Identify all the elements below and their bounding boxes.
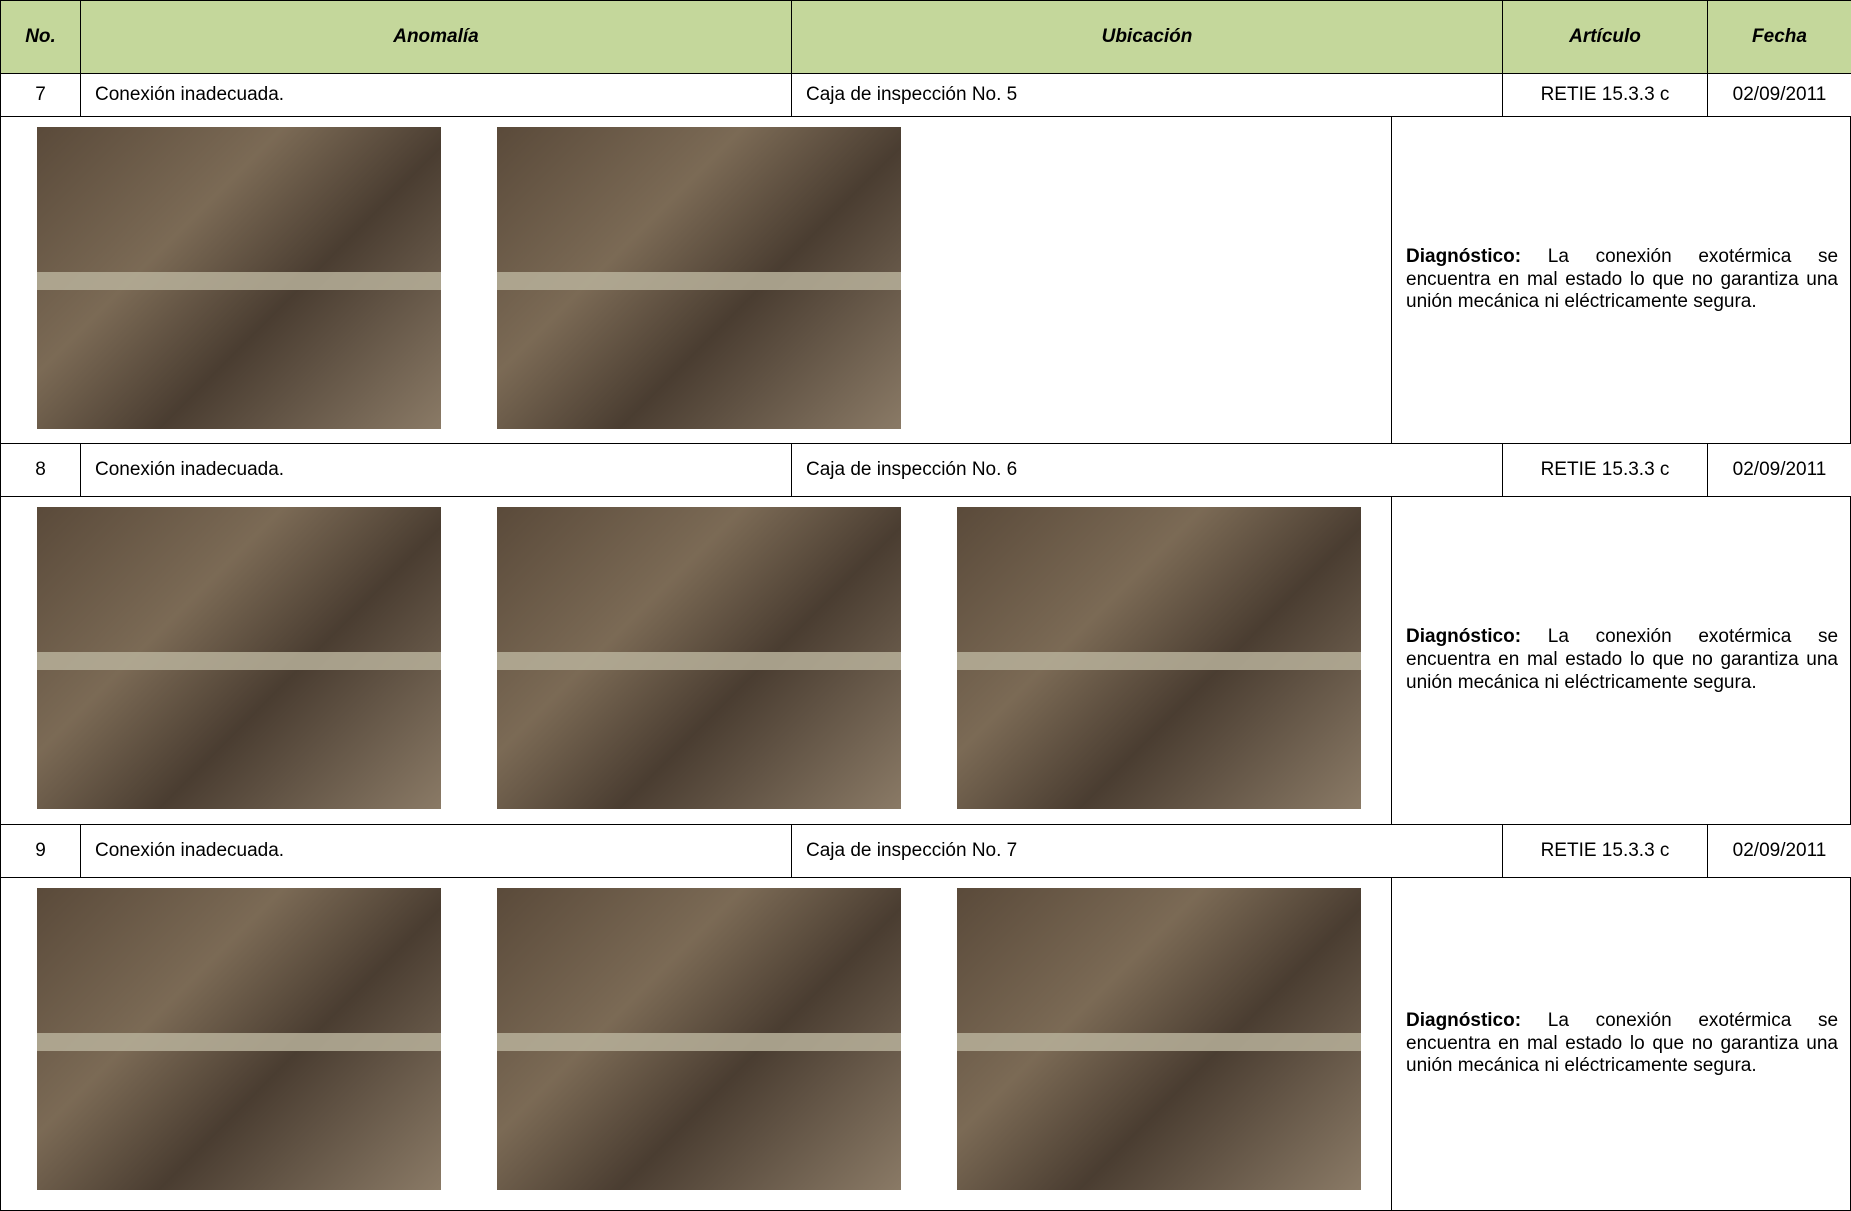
header-cell: No. bbox=[0, 0, 81, 74]
record-fecha: 02/09/2011 bbox=[1707, 73, 1851, 117]
wire bbox=[37, 271, 441, 290]
diagnosis: Diagnóstico: La conexión exotérmica se e… bbox=[1406, 246, 1838, 314]
record-ubicacion: Caja de inspección No. 6 bbox=[791, 443, 1503, 497]
diagnosis: Diagnóstico: La conexión exotérmica se e… bbox=[1406, 1010, 1838, 1078]
photo bbox=[37, 888, 441, 1190]
wire bbox=[497, 1032, 901, 1051]
photo bbox=[497, 127, 901, 429]
record-no: 9 bbox=[0, 824, 81, 878]
photo bbox=[957, 507, 1361, 809]
record-no: 7 bbox=[0, 73, 81, 117]
photo bbox=[497, 507, 901, 809]
wire bbox=[497, 651, 901, 670]
header-cell: Anomalía bbox=[80, 0, 792, 74]
record-articulo: RETIE 15.3.3 c bbox=[1502, 73, 1708, 117]
wire bbox=[957, 1032, 1361, 1051]
wire bbox=[497, 271, 901, 290]
diagnosis-label: Diagnóstico: bbox=[1406, 1009, 1522, 1031]
diagnosis-label: Diagnóstico: bbox=[1406, 245, 1522, 267]
record-no: 8 bbox=[0, 443, 81, 497]
record-anomalia: Conexión inadecuada. bbox=[80, 824, 792, 878]
diagnosis-text: La conexión exotérmica se encuentra en m… bbox=[1406, 1009, 1839, 1077]
record-fecha: 02/09/2011 bbox=[1707, 443, 1851, 497]
record-articulo: RETIE 15.3.3 c bbox=[1502, 443, 1708, 497]
photo bbox=[37, 507, 441, 809]
diagnosis-cell: Diagnóstico: La conexión exotérmica se e… bbox=[1391, 116, 1851, 444]
wire bbox=[957, 651, 1361, 670]
header-cell: Fecha bbox=[1707, 0, 1851, 74]
record-fecha: 02/09/2011 bbox=[1707, 824, 1851, 878]
record-ubicacion: Caja de inspección No. 5 bbox=[791, 73, 1503, 117]
diagnosis: Diagnóstico: La conexión exotérmica se e… bbox=[1406, 626, 1838, 694]
wire bbox=[37, 651, 441, 670]
diagnosis-text: La conexión exotérmica se encuentra en m… bbox=[1406, 626, 1839, 693]
diagnosis-cell: Diagnóstico: La conexión exotérmica se e… bbox=[1391, 877, 1851, 1211]
diagnosis-label: Diagnóstico: bbox=[1406, 626, 1522, 648]
record-ubicacion: Caja de inspección No. 7 bbox=[791, 824, 1503, 878]
header-cell: Ubicación bbox=[791, 0, 1503, 74]
diagnosis-cell: Diagnóstico: La conexión exotérmica se e… bbox=[1391, 496, 1851, 825]
diagnosis-text: La conexión exotérmica se encuentra en m… bbox=[1406, 245, 1839, 313]
photo bbox=[957, 888, 1361, 1190]
record-articulo: RETIE 15.3.3 c bbox=[1502, 824, 1708, 878]
wire bbox=[37, 1032, 441, 1051]
photo bbox=[497, 888, 901, 1190]
header-cell: Artículo bbox=[1502, 0, 1708, 74]
record-anomalia: Conexión inadecuada. bbox=[80, 73, 792, 117]
record-anomalia: Conexión inadecuada. bbox=[80, 443, 792, 497]
photo bbox=[37, 127, 441, 429]
